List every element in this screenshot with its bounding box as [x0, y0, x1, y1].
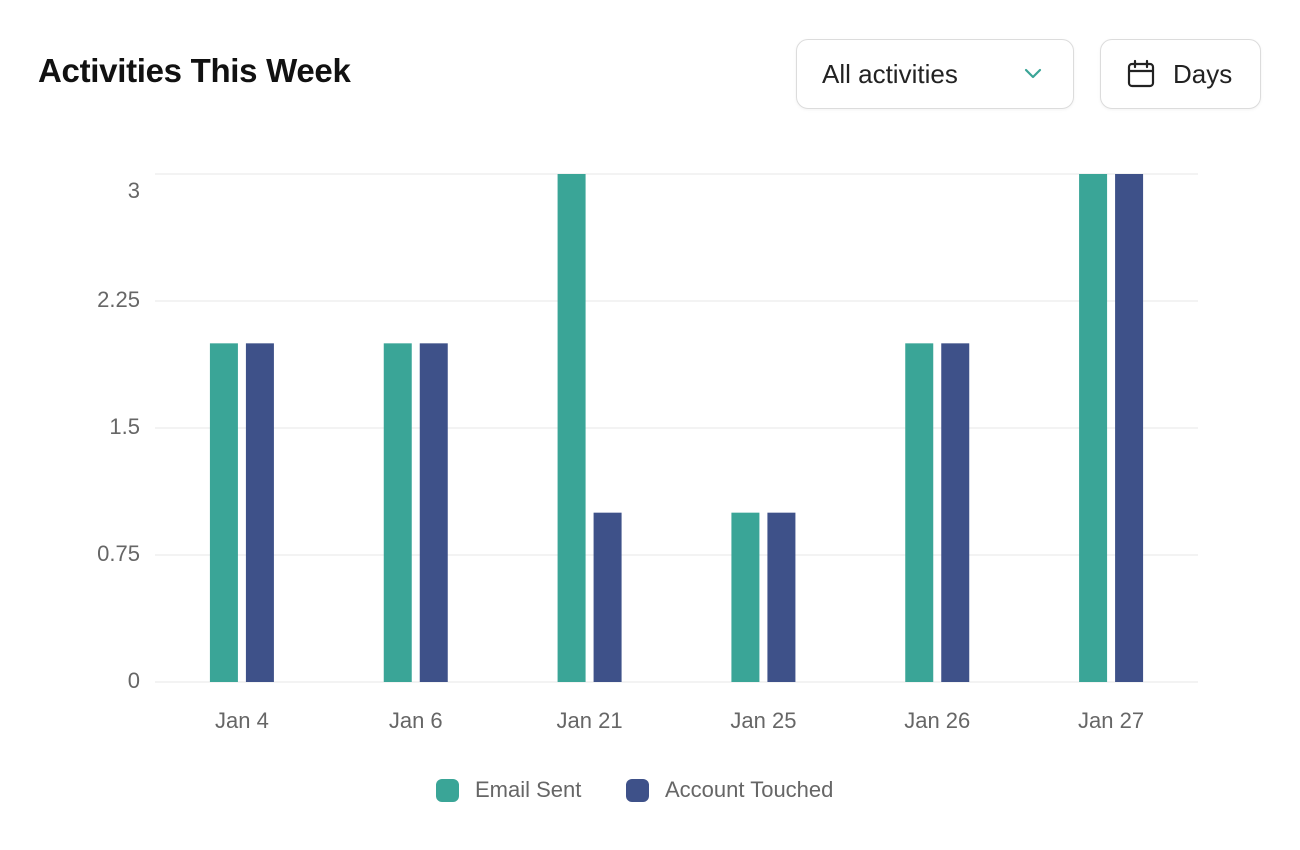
bar	[593, 512, 622, 682]
legend-label: Account Touched	[665, 777, 833, 802]
y-tick-label: 1.5	[109, 414, 140, 439]
filter-label: All activities	[822, 58, 958, 89]
x-tick-label: Jan 6	[389, 708, 443, 733]
bar	[731, 512, 760, 682]
calendar-icon	[1127, 59, 1155, 88]
bar	[1115, 174, 1144, 682]
bar	[941, 343, 970, 682]
period-label: Days	[1173, 58, 1233, 89]
y-tick-label: 2.25	[97, 287, 140, 312]
bar	[557, 174, 586, 682]
period-button[interactable]: Days	[1100, 39, 1261, 109]
x-tick-label: Jan 4	[215, 708, 269, 733]
x-tick-label: Jan 21	[557, 708, 623, 733]
bar	[767, 512, 796, 682]
bar	[419, 343, 448, 682]
legend-label: Email Sent	[475, 777, 581, 802]
bar	[245, 343, 274, 682]
chevron-icon	[1024, 68, 1042, 79]
y-tick-label: 3	[128, 178, 140, 203]
bar	[905, 343, 934, 682]
x-tick-label: Jan 26	[904, 708, 970, 733]
x-tick-label: Jan 25	[730, 708, 796, 733]
bar	[383, 343, 412, 682]
bar	[1079, 174, 1108, 682]
page-title: Activities This Week	[38, 52, 351, 89]
x-tick-label: Jan 27	[1078, 708, 1144, 733]
legend-swatch	[436, 779, 459, 802]
y-tick-label: 0.75	[97, 541, 140, 566]
activity-filter-dropdown[interactable]: All activities	[796, 39, 1074, 109]
legend-swatch	[626, 779, 649, 802]
bar	[209, 343, 238, 682]
y-tick-label: 0	[128, 668, 140, 693]
